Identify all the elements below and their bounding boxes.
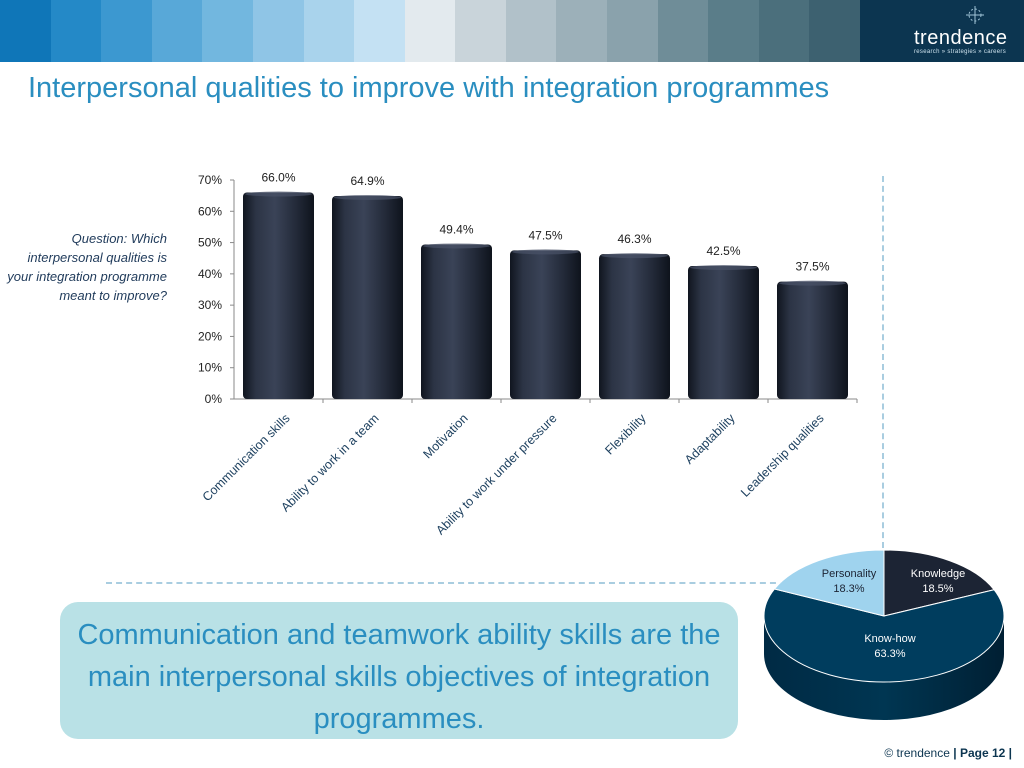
footer-page-number: | Page 12 | [953,746,1012,760]
bar-data-label: 46.3% [617,232,651,246]
page-title: Interpersonal qualities to improve with … [28,72,830,104]
question-text: Question: Which interpersonal qualities … [7,231,167,303]
header-band-segment [354,0,406,62]
header-band-segment [758,0,810,62]
header-band-segment [151,0,203,62]
x-category-label: Flexibility [602,411,649,458]
y-tick-label: 0% [205,392,223,406]
y-tick-label: 50% [198,236,222,250]
bar-data-label: 47.5% [528,228,562,242]
y-tick-label: 70% [198,173,222,187]
y-tick-label: 30% [198,298,222,312]
header-band-segment [101,0,153,62]
x-category-label: Motivation [420,411,470,461]
bar [599,254,670,399]
y-tick-label: 10% [198,361,222,375]
y-tick-label: 60% [198,204,222,218]
bar-cap [512,249,579,255]
bar [510,250,581,399]
dashed-divider-vertical [882,176,884,548]
logo-wordmark: trendence [914,27,1008,49]
y-tick-label: 40% [198,267,222,281]
header-band-segment [455,0,507,62]
header-band-segment [607,0,659,62]
bar-cap [423,243,490,249]
logo-tagline: research » strategies » careers [914,49,1007,55]
header-band-segment [505,0,557,62]
header-band-segment [404,0,456,62]
header-band-segment [0,0,52,62]
header-band-segment [708,0,760,62]
bar [332,195,403,399]
header-band-segment [809,0,861,62]
header-color-band [0,0,1024,62]
bar-cap [245,191,312,197]
bar-cap [334,194,401,200]
trendence-logo: trendence research » strategies » career… [860,0,1024,62]
conclusion-text: Communication and teamwork ability skill… [77,619,721,735]
bar [421,244,492,399]
bar-data-label: 49.4% [439,222,473,236]
bar-data-label: 64.9% [350,174,384,188]
header-band-segment [50,0,102,62]
bar-cap [690,265,757,271]
footer-copyright: © trendence [884,746,950,760]
x-category-label: Ability to work in a team [278,411,381,514]
x-category-label: Leadership qualities [738,411,827,500]
logo-mark-icon [966,6,984,24]
bar [688,266,759,399]
bar-cap [779,280,846,286]
bar-data-label: 37.5% [795,260,829,274]
header-band-segment [252,0,305,62]
header-band-segment [202,0,254,62]
dashed-divider-horizontal [106,582,786,584]
header-band-segment [303,0,355,62]
conclusion-callout: Communication and teamwork ability skill… [60,602,738,739]
x-category-label: Adaptability [682,411,738,467]
header-band-segment [657,0,709,62]
bar-cap [601,253,668,259]
bar [243,192,314,399]
y-tick-label: 20% [198,329,222,343]
header-band-segment [556,0,608,62]
footer: © trendence | Page 12 | [884,746,1012,760]
bar-data-label: 66.0% [261,171,295,185]
bar [777,281,848,399]
x-category-label: Communication skills [200,411,293,504]
bar-data-label: 42.5% [706,244,740,258]
